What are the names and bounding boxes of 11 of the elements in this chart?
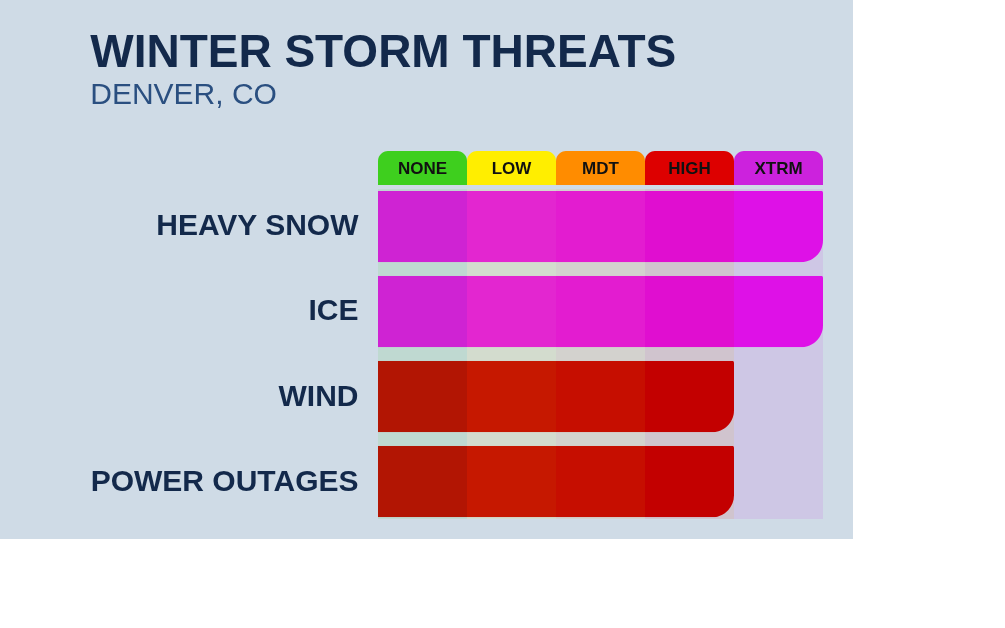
band-label: LOW (491, 159, 533, 178)
band-label: HIGH (668, 159, 711, 178)
y-tick-label: ICE (308, 293, 359, 327)
band-label: XTRM (754, 159, 803, 178)
band-label: NONE (397, 159, 448, 178)
band-label: MDT (582, 159, 620, 178)
chart-title: WINTER STORM THREATS (90, 25, 677, 77)
y-tick-label: POWER OUTAGES (90, 463, 359, 497)
chart-subtitle: DENVER, CO (90, 77, 277, 110)
y-tick-label: WIND (278, 378, 359, 412)
y-tick-label: HEAVY SNOW (156, 208, 360, 242)
